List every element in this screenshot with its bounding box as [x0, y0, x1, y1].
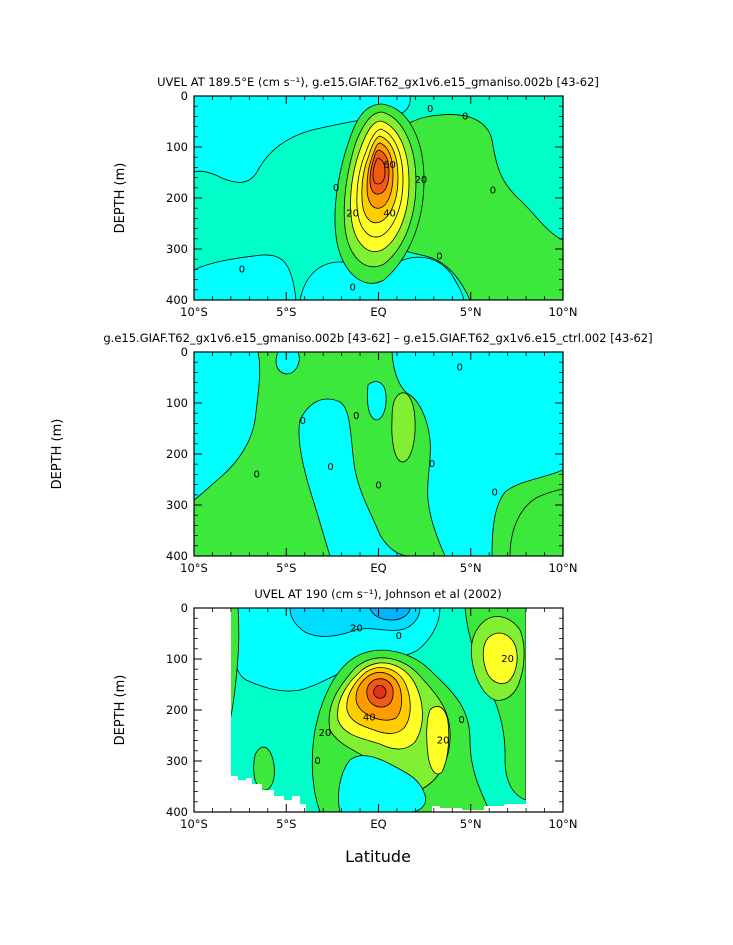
x-tick-label: 5°N: [460, 561, 482, 575]
y-tick-label: 100: [166, 396, 188, 410]
panel-2: g.e15.GIAF.T62_gx1v6.e15_gmaniso.002b [4…: [50, 331, 653, 575]
panel-2-ylabel: DEPTH (m): [50, 419, 65, 490]
panel-2-region-neg-jetleft: [367, 381, 387, 421]
panel-2-x-axis: 10°S 5°S EQ 5°N 10°N: [180, 352, 578, 575]
y-tick-label: 400: [166, 805, 188, 819]
contour-label: 0: [349, 282, 355, 293]
y-tick-label: 0: [181, 601, 188, 615]
panel-2-title: g.e15.GIAF.T62_gx1v6.e15_gmaniso.002b [4…: [103, 331, 652, 345]
x-tick-label: EQ: [370, 561, 386, 575]
contour-label: 20: [346, 208, 359, 219]
x-tick-label: 5°N: [460, 817, 482, 831]
panel-3: UVEL AT 190 (cm s⁻¹), Johnson et al (200…: [113, 587, 578, 866]
panel-2-contour-labels: 0 0 0 0 0 0 0 0: [254, 362, 498, 498]
contour-label: 40: [363, 713, 376, 724]
x-tick-label: 10°N: [549, 561, 578, 575]
contour-label: 0: [300, 416, 306, 427]
contour-label: 20: [319, 728, 332, 739]
panel-2-region-neg-small: [275, 352, 300, 375]
panel-1-ylabel: DEPTH (m): [113, 163, 128, 234]
panel-1-jet-70: [372, 157, 386, 185]
contour-label: 0: [239, 264, 245, 275]
contour-label: 20: [437, 736, 450, 747]
y-tick-label: 0: [181, 345, 188, 359]
panel-2-region-pos-eastbottom: [509, 488, 563, 556]
y-tick-label: 200: [166, 191, 188, 205]
contour-label: 0: [353, 411, 359, 422]
contour-label: 0: [490, 185, 496, 196]
contour-label: 0: [462, 111, 468, 122]
panel-2-region-neg-topleft: [194, 352, 261, 501]
y-tick-label: 0: [181, 89, 188, 103]
contour-label: 20: [415, 175, 428, 186]
panel-3-region-mid-yellow: [426, 706, 450, 775]
x-tick-label: 10°N: [549, 305, 578, 319]
contour-label: 0: [314, 756, 320, 767]
panel-3-region-east-yellow: [482, 632, 518, 684]
panel-3-region-left-green: [229, 608, 240, 721]
panel-3-contour-labels: 20 20 20 40 20 0 0 0: [314, 623, 514, 767]
panel-1-x-axis: 10°S 5°S EQ 5°N 10°N: [180, 96, 578, 319]
panel-3-region-jet-core: [373, 685, 387, 699]
panel-3-mask-bottom-east: [432, 804, 526, 812]
panel-1-region-neg-bottom: [194, 254, 297, 300]
panel-1: UVEL AT 189.5°E (cm s⁻¹), g.e15.GIAF.T62…: [113, 75, 599, 319]
y-tick-label: 300: [166, 242, 188, 256]
panel-3-region-bottom-cyan: [338, 755, 427, 812]
contour-label: 0: [396, 631, 402, 642]
y-tick-label: 400: [166, 293, 188, 307]
contour-label: 0: [436, 252, 442, 263]
panel-3-region-neg-top3: [369, 608, 411, 621]
panel-2-region-neg-east: [391, 352, 563, 556]
contour-label: 0: [458, 715, 464, 726]
x-tick-label: 10°S: [180, 305, 208, 319]
x-tick-label: 5°S: [276, 817, 296, 831]
y-tick-label: 200: [166, 447, 188, 461]
panel-1-contour-labels: 0 0 0 0 0 0 0 60 20 20 40: [239, 104, 496, 294]
panel-2-contours: [194, 352, 563, 556]
y-tick-label: 400: [166, 549, 188, 563]
x-tick-label: 5°S: [276, 561, 296, 575]
panel-2-region-neg-westmid: [298, 398, 411, 556]
panel-1-contours: [194, 96, 563, 300]
contour-label: 0: [375, 481, 381, 492]
contour-label: 0: [492, 487, 498, 498]
contour-label: 0: [429, 459, 435, 470]
x-tick-label: 10°N: [549, 817, 578, 831]
panel-3-xlabel: Latitude: [345, 847, 411, 866]
panel-3-region-westblob: [253, 746, 275, 791]
y-tick-label: 200: [166, 703, 188, 717]
y-tick-label: 300: [166, 754, 188, 768]
panel-1-title: UVEL AT 189.5°E (cm s⁻¹), g.e15.GIAF.T62…: [157, 75, 599, 89]
panel-3-title: UVEL AT 190 (cm s⁻¹), Johnson et al (200…: [254, 587, 501, 601]
y-tick-label: 100: [166, 652, 188, 666]
panel-1-region-0-east: [383, 114, 563, 300]
x-tick-label: EQ: [370, 305, 386, 319]
contour-label: 60: [383, 160, 396, 171]
panel-2-region-pos-jet: [391, 392, 416, 463]
x-tick-label: 10°S: [180, 817, 208, 831]
contour-label: 0: [333, 183, 339, 194]
contour-label: 0: [456, 362, 462, 373]
x-tick-label: 5°S: [276, 305, 296, 319]
contour-label: 0: [427, 104, 433, 115]
panel-3-x-axis: 10°S 5°S EQ 5°N 10°N: [180, 608, 578, 831]
contour-label: 0: [254, 469, 260, 480]
panel-2-y-axis: 0 100 200 300 400: [166, 345, 563, 563]
panel-3-mask-bottom-west: [231, 776, 306, 812]
contour-label: 20: [501, 654, 514, 665]
contour-label: 0: [327, 462, 333, 473]
contour-label: 20: [350, 623, 363, 634]
y-tick-label: 300: [166, 498, 188, 512]
x-tick-label: EQ: [370, 817, 386, 831]
contour-label: 40: [383, 208, 396, 219]
panel-3-contours: [194, 608, 563, 812]
x-tick-label: 10°S: [180, 561, 208, 575]
panel-3-ylabel: DEPTH (m): [113, 675, 128, 746]
y-tick-label: 100: [166, 140, 188, 154]
x-tick-label: 5°N: [460, 305, 482, 319]
